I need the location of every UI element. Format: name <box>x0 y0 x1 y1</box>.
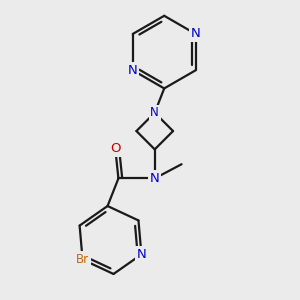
Text: O: O <box>110 142 121 155</box>
Text: N: N <box>150 172 160 185</box>
Text: N: N <box>128 64 138 77</box>
Text: N: N <box>136 248 146 261</box>
Text: Br: Br <box>76 253 89 266</box>
Text: N: N <box>191 27 200 40</box>
Text: N: N <box>150 106 159 119</box>
